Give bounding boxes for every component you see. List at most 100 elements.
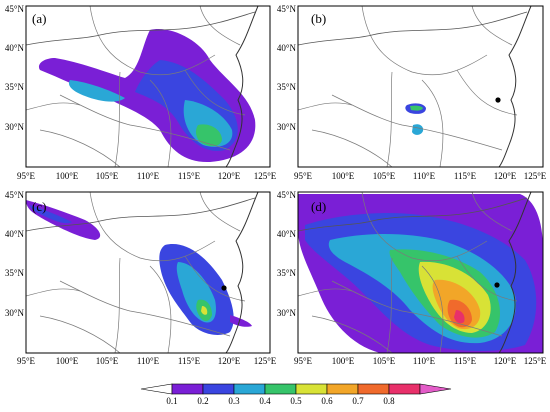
panel-d-coastline (498, 192, 532, 353)
panel-b: (b) (297, 5, 544, 168)
y-tick-label: 30°N (277, 308, 297, 318)
y-tick-label: 35°N (5, 268, 25, 278)
x-tick-label: 95°E (294, 356, 313, 366)
x-tick-label: 105°E (373, 356, 396, 366)
colorbar-cell (326, 383, 359, 395)
x-tick-label: 95°E (294, 171, 313, 181)
panel-d-label: (d) (311, 199, 326, 214)
panel-c-label: (c) (32, 199, 46, 214)
panel-d: (d) (297, 191, 544, 354)
colorbar-cell (202, 383, 235, 395)
panel-b-frame (297, 5, 544, 168)
colorbar-tick-labels: 0.1 0.2 0.3 0.4 0.5 0.6 0.7 0.8 (166, 396, 395, 406)
panel-b-provinces (298, 6, 518, 167)
y-tick-label: 40°N (5, 229, 25, 239)
x-tick-label: 125°E (524, 171, 547, 181)
y-tick-labels-right-column: 30°N 35°N 40°N 45°N 30°N 35°N 40°N 45°N (277, 4, 297, 318)
y-tick-label: 30°N (5, 122, 25, 132)
x-tick-label: 125°E (254, 356, 277, 366)
x-tick-label: 105°E (373, 171, 396, 181)
colorbar-tick-label: 0.1 (166, 396, 177, 406)
x-tick-label: 100°E (332, 171, 355, 181)
y-tick-label: 45°N (277, 4, 297, 14)
y-tick-label: 35°N (277, 268, 297, 278)
panel-c-field (26, 200, 252, 335)
panel-c-station-marker (221, 285, 227, 291)
colorbar-tick-label: 0.4 (259, 396, 271, 406)
colorbar-tick-label: 0.8 (383, 396, 395, 406)
panel-b-coastline (498, 6, 532, 167)
y-tick-label: 40°N (277, 43, 297, 53)
x-tick-label: 120°E (494, 356, 517, 366)
panel-d-border (298, 197, 528, 232)
panel-a-border (26, 11, 256, 46)
x-tick-label: 120°E (218, 171, 241, 181)
panel-d-field (298, 194, 543, 353)
panel-d-provinces (298, 192, 518, 353)
panel-c-coastline (225, 192, 259, 353)
colorbar-tick-label: 0.3 (228, 396, 240, 406)
x-tick-label: 100°E (56, 356, 79, 366)
x-tick-label: 115°E (454, 171, 477, 181)
y-tick-label: 45°N (5, 190, 25, 200)
colorbar-cell (295, 383, 328, 395)
y-tick-label: 45°N (277, 190, 297, 200)
colorbar-tick-label: 0.6 (321, 396, 333, 406)
panel-d-station-marker (494, 282, 500, 288)
y-tick-label: 45°N (5, 4, 25, 14)
colorbar: 0.1 0.2 0.3 0.4 0.5 0.6 0.7 0.8 (140, 383, 452, 406)
panel-a-label: (a) (32, 11, 46, 26)
colorbar-cell (357, 383, 390, 395)
panel-a-map (26, 6, 259, 167)
panel-b-map (298, 6, 532, 167)
x-tick-label: 120°E (218, 356, 241, 366)
panel-b-station-marker (495, 97, 501, 103)
x-tick-label: 105°E (96, 356, 119, 366)
panel-c-provinces (26, 192, 246, 353)
x-tick-label: 95°E (17, 356, 36, 366)
x-tick-label: 125°E (524, 356, 547, 366)
x-tick-label: 110°E (413, 171, 436, 181)
panel-a-coastline (225, 6, 259, 167)
x-tick-label: 110°E (137, 356, 160, 366)
colorbar-cell (233, 383, 266, 395)
x-tick-label: 115°E (178, 171, 201, 181)
panel-c: (c) (25, 191, 271, 354)
colorbar-tick-label: 0.2 (197, 396, 208, 406)
x-tick-label: 125°E (254, 171, 277, 181)
panel-a-field (38, 29, 256, 163)
x-tick-label: 115°E (178, 356, 201, 366)
colorbar-cells (140, 383, 452, 395)
y-tick-label: 30°N (5, 308, 25, 318)
x-tick-label: 95°E (17, 171, 36, 181)
panel-b-label: (b) (311, 11, 326, 26)
panel-a: (a) (25, 5, 271, 168)
colorbar-cell (388, 383, 421, 395)
x-tick-label: 120°E (494, 171, 517, 181)
x-tick-label: 100°E (56, 171, 79, 181)
panel-d-map (298, 192, 543, 353)
y-tick-label: 30°N (277, 122, 297, 132)
y-tick-label: 35°N (5, 82, 25, 92)
panel-c-border (26, 197, 256, 232)
colorbar-cell (419, 383, 452, 395)
panel-b-border (298, 11, 528, 46)
x-tick-label: 105°E (96, 171, 119, 181)
panel-c-frame (25, 191, 271, 354)
panel-a-frame (25, 5, 271, 168)
x-tick-label: 100°E (332, 356, 355, 366)
x-tick-label: 110°E (413, 356, 436, 366)
colorbar-cell (140, 383, 173, 395)
panel-a-provinces (26, 6, 246, 167)
y-tick-label: 40°N (5, 43, 25, 53)
y-tick-label: 35°N (277, 82, 297, 92)
colorbar-cell (264, 383, 297, 395)
x-tick-label: 110°E (137, 171, 160, 181)
panel-d-frame (297, 191, 544, 354)
y-tick-label: 40°N (277, 229, 297, 239)
colorbar-tick-label: 0.5 (290, 396, 302, 406)
panel-b-field (405, 103, 426, 135)
x-tick-label: 115°E (454, 356, 477, 366)
y-tick-labels-left: 30°N 35°N 40°N 45°N 30°N 35°N 40°N 45°N (5, 4, 25, 318)
